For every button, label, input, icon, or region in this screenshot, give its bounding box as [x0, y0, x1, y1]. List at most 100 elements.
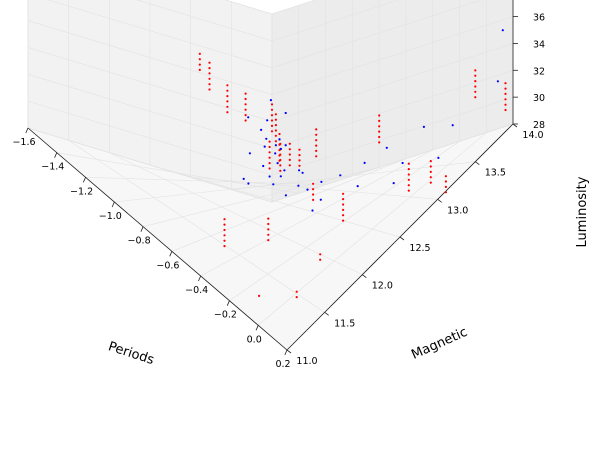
data-point-red	[429, 165, 432, 168]
data-point-red	[504, 108, 507, 112]
data-point-blue	[297, 184, 300, 187]
data-point-red	[315, 149, 318, 152]
z-axis-label: Luminosity	[575, 176, 590, 247]
data-point-blue	[274, 152, 277, 155]
y-axis-label: Magnetic	[409, 325, 469, 363]
data-point-blue	[392, 182, 395, 185]
data-point-red	[278, 132, 281, 136]
data-point-red	[295, 290, 298, 293]
data-point-blue	[263, 145, 266, 148]
data-point-red	[267, 233, 270, 236]
grid-line-z	[271, 43, 514, 122]
data-point-red	[407, 162, 410, 165]
data-point-blue	[284, 144, 287, 147]
y-tick-label: 13.5	[485, 168, 506, 179]
x-tick-label: 0.0	[247, 334, 262, 345]
data-point-red	[444, 185, 447, 188]
data-point-red	[244, 97, 247, 101]
x-axis-label: Periods	[106, 339, 156, 368]
x-tick-label: −1.2	[70, 186, 93, 197]
x-tick-mark	[198, 275, 202, 282]
data-point-red	[268, 140, 271, 143]
data-point-red	[504, 98, 507, 101]
grid-line-z	[47, 0, 273, 69]
grid-line-z	[136, 0, 273, 42]
data-point-red	[298, 148, 301, 151]
data-point-red	[226, 100, 229, 103]
data-point-red	[208, 67, 211, 70]
x-tick-label: −0.8	[128, 236, 151, 247]
y-tick-label: 11.0	[296, 356, 317, 367]
data-point-blue	[248, 152, 251, 155]
data-point-red	[223, 245, 226, 248]
data-point-red	[474, 74, 477, 77]
data-point-red	[342, 219, 345, 222]
data-point-red	[268, 167, 271, 170]
data-point-red	[267, 239, 270, 242]
data-point-blue	[242, 177, 245, 180]
data-point-red	[504, 92, 507, 95]
data-point-red	[274, 124, 277, 127]
data-point-red	[198, 63, 201, 66]
x-tick-label: −0.4	[185, 285, 208, 296]
data-point-blue	[247, 182, 250, 185]
y-tick-mark	[362, 274, 367, 278]
grid-line-z	[224, 0, 273, 15]
grid-line-z	[27, 20, 273, 95]
y-tick-label: 14.0	[522, 130, 543, 141]
data-point-red	[279, 169, 282, 172]
data-point-red	[407, 178, 410, 181]
data-point-blue	[269, 99, 272, 102]
data-point-red	[226, 84, 229, 87]
data-point-red	[504, 103, 507, 106]
data-point-blue	[283, 169, 286, 172]
data-point-blue	[272, 183, 275, 186]
data-point-red	[198, 68, 201, 71]
data-point-red	[378, 141, 381, 144]
data-point-blue	[496, 80, 499, 83]
data-point-red	[198, 52, 201, 55]
data-point-blue	[266, 119, 269, 122]
z-tick-label: 28	[533, 120, 545, 131]
data-point-red	[429, 170, 432, 173]
x-tick-label: −1.4	[41, 162, 64, 173]
data-point-red	[208, 83, 211, 86]
data-point-red	[223, 239, 226, 242]
data-point-red	[274, 118, 277, 121]
data-point-red	[270, 108, 274, 111]
data-point-red	[288, 142, 291, 145]
data-point-red	[270, 114, 274, 117]
y-tick-mark	[324, 312, 329, 316]
data-point-blue	[385, 146, 388, 149]
data-point-red	[312, 188, 315, 191]
data-point-blue	[247, 116, 250, 119]
data-point-red	[267, 217, 270, 220]
data-point-red	[279, 164, 282, 167]
x-tick-mark	[255, 325, 259, 331]
data-point-red	[407, 168, 410, 171]
data-point-blue	[284, 111, 287, 115]
data-point-red	[270, 124, 274, 127]
data-point-blue	[284, 194, 287, 197]
data-point-red	[298, 164, 301, 167]
data-point-blue	[265, 137, 268, 140]
grid-line-z	[271, 0, 400, 42]
data-point-red	[444, 191, 447, 194]
grid-line-z	[27, 47, 273, 122]
data-point-red	[223, 234, 226, 237]
data-point-red	[504, 82, 507, 85]
y-tick-mark	[512, 123, 518, 128]
data-point-red	[208, 61, 211, 64]
data-point-blue	[401, 161, 404, 165]
y-tick-mark	[399, 236, 405, 241]
data-point-red	[315, 144, 318, 147]
data-point-red	[278, 143, 281, 146]
data-point-blue	[311, 209, 314, 212]
grid-line-z	[27, 100, 273, 176]
data-point-red	[267, 228, 270, 231]
data-point-blue	[260, 128, 263, 131]
data-point-red	[274, 113, 277, 116]
grid-line-z	[271, 70, 514, 149]
